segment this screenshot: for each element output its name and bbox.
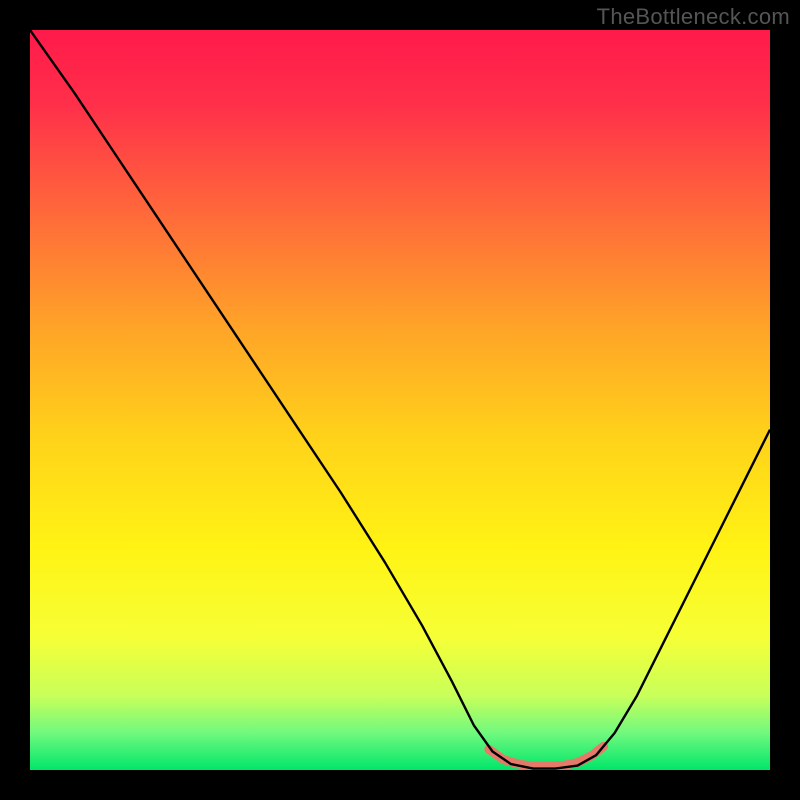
watermark-text: TheBottleneck.com: [597, 4, 790, 30]
plot-area: [30, 30, 770, 770]
chart-frame: TheBottleneck.com: [0, 0, 800, 800]
bottleneck-curve: [30, 30, 770, 770]
